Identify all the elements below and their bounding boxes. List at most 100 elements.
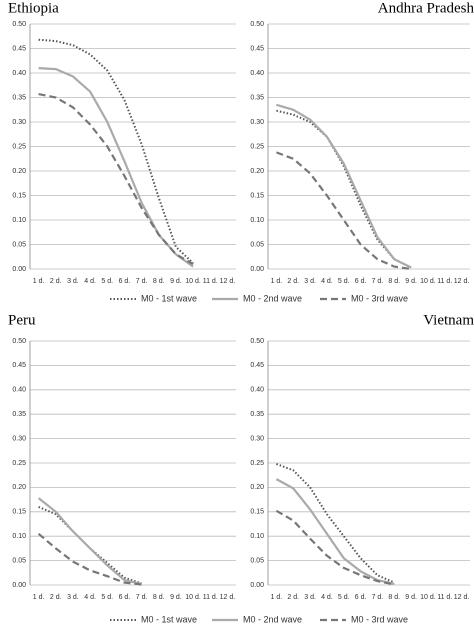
- series-line: [276, 463, 395, 584]
- legend-label: M0 - 2nd wave: [243, 293, 302, 303]
- y-tick-label: 0.25: [250, 143, 264, 150]
- x-tick-label: 4 d.: [84, 278, 96, 285]
- x-tick-label: 2 d.: [287, 594, 299, 601]
- y-tick-label: 0.25: [12, 143, 26, 150]
- x-tick-label: 1 d.: [33, 594, 45, 601]
- x-tick-label: 1 d.: [271, 594, 283, 601]
- series-line: [276, 109, 412, 269]
- y-tick-label: 0.15: [250, 192, 264, 199]
- x-tick-label: 11 d.: [203, 594, 218, 601]
- y-tick-label: 0.40: [12, 387, 26, 394]
- y-tick-label: 0.45: [250, 45, 264, 52]
- x-tick-label: 6 d.: [355, 278, 367, 285]
- chart-title: Andhra Pradesh: [378, 0, 474, 16]
- chart-title: Vietnam: [423, 312, 474, 328]
- x-tick-label: 11 d.: [437, 278, 452, 285]
- x-tick-label: 10 d.: [185, 278, 201, 285]
- y-tick-label: 0.45: [250, 362, 264, 369]
- x-tick-label: 3 d.: [67, 594, 79, 601]
- y-tick-label: 0.20: [12, 168, 26, 175]
- y-tick-label: 0.45: [12, 45, 26, 52]
- y-tick-label: 0.00: [12, 266, 26, 273]
- y-tick-label: 0.25: [12, 460, 26, 467]
- x-tick-label: 12 d.: [454, 278, 470, 285]
- x-tick-label: 7 d.: [136, 278, 148, 285]
- x-tick-label: 10 d.: [420, 278, 436, 285]
- x-tick-label: 9 d.: [405, 594, 417, 601]
- legend-label: M0 - 3rd wave: [351, 293, 408, 303]
- y-tick-label: 0.30: [250, 119, 264, 126]
- y-tick-label: 0.35: [12, 411, 26, 418]
- x-tick-label: 5 d.: [338, 594, 350, 601]
- y-tick-label: 0.05: [12, 241, 26, 248]
- series-line: [276, 151, 412, 271]
- y-tick-label: 0.35: [250, 411, 264, 418]
- x-tick-label: 6 d.: [119, 278, 131, 285]
- y-tick-label: 0.25: [250, 460, 264, 467]
- y-tick-label: 0.10: [250, 533, 264, 540]
- x-tick-label: 12 d.: [454, 594, 470, 601]
- x-tick-label: 3 d.: [67, 278, 79, 285]
- y-tick-label: 0.00: [250, 266, 264, 273]
- x-tick-label: 1 d.: [271, 278, 283, 285]
- y-tick-label: 0.00: [12, 582, 26, 589]
- x-tick-label: 4 d.: [321, 594, 333, 601]
- chart-title: Ethiopia: [8, 0, 59, 16]
- y-tick-label: 0.30: [250, 435, 264, 442]
- series-line: [38, 505, 142, 585]
- chart-title: Peru: [8, 312, 36, 328]
- series-line: [37, 532, 142, 586]
- x-tick-label: 6 d.: [355, 594, 367, 601]
- y-tick-label: 0.15: [250, 509, 264, 516]
- y-tick-label: 0.10: [250, 217, 264, 224]
- series-line: [38, 38, 194, 264]
- series-line: [275, 509, 395, 586]
- series-line: [38, 93, 194, 266]
- y-tick-label: 0.50: [12, 338, 26, 345]
- legend-label: M0 - 3rd wave: [351, 614, 408, 624]
- x-tick-label: 7 d.: [372, 594, 384, 601]
- x-tick-label: 9 d.: [170, 278, 182, 285]
- legend-label: M0 - 1st wave: [141, 293, 197, 303]
- y-tick-label: 0.15: [12, 192, 26, 199]
- x-tick-label: 8 d.: [153, 278, 165, 285]
- y-tick-label: 0.30: [12, 435, 26, 442]
- x-tick-label: 9 d.: [170, 594, 182, 601]
- y-tick-label: 0.40: [250, 387, 264, 394]
- x-tick-label: 5 d.: [101, 278, 113, 285]
- x-tick-label: 8 d.: [388, 594, 400, 601]
- series-line: [276, 103, 412, 269]
- series-line: [275, 478, 395, 586]
- y-tick-label: 0.30: [12, 119, 26, 126]
- y-tick-label: 0.10: [12, 533, 26, 540]
- legend-label: M0 - 1st wave: [141, 614, 197, 624]
- y-tick-label: 0.50: [12, 21, 26, 28]
- y-tick-label: 0.05: [250, 241, 264, 248]
- y-tick-label: 0.40: [12, 70, 26, 77]
- y-tick-label: 0.10: [12, 217, 26, 224]
- y-tick-label: 0.45: [12, 362, 26, 369]
- x-tick-label: 2 d.: [287, 278, 299, 285]
- x-tick-label: 10 d.: [185, 594, 201, 601]
- x-tick-label: 3 d.: [304, 278, 316, 285]
- y-tick-label: 0.35: [250, 94, 264, 101]
- x-tick-label: 8 d.: [388, 278, 400, 285]
- y-tick-label: 0.20: [250, 484, 264, 491]
- x-tick-label: 7 d.: [372, 278, 384, 285]
- x-tick-label: 3 d.: [304, 594, 316, 601]
- x-tick-label: 2 d.: [50, 278, 62, 285]
- y-tick-label: 0.05: [12, 557, 26, 564]
- x-tick-label: 4 d.: [321, 278, 333, 285]
- x-tick-label: 8 d.: [153, 594, 165, 601]
- x-tick-label: 12 d.: [220, 594, 236, 601]
- y-tick-label: 0.20: [250, 168, 264, 175]
- x-tick-label: 10 d.: [420, 594, 436, 601]
- legend-label: M0 - 2nd wave: [243, 614, 302, 624]
- x-tick-label: 11 d.: [437, 594, 452, 601]
- x-tick-label: 7 d.: [136, 594, 148, 601]
- y-tick-label: 0.15: [12, 509, 26, 516]
- x-tick-label: 5 d.: [101, 594, 113, 601]
- y-tick-label: 0.50: [250, 338, 264, 345]
- x-tick-label: 4 d.: [84, 594, 96, 601]
